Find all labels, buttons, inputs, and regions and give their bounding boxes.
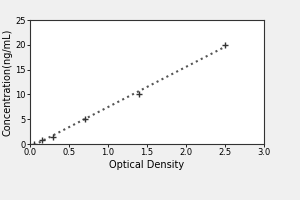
Y-axis label: Concentration(ng/mL): Concentration(ng/mL) [3,28,13,136]
X-axis label: Optical Density: Optical Density [110,160,184,170]
